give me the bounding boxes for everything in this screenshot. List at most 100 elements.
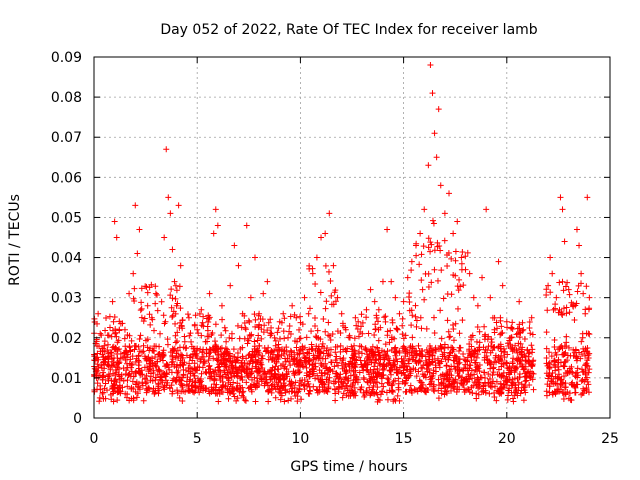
data-point [523, 373, 530, 380]
data-point [132, 358, 139, 365]
data-point [526, 324, 533, 331]
data-point [122, 390, 129, 397]
data-point [288, 388, 295, 395]
data-point [446, 366, 453, 373]
data-point [188, 343, 195, 350]
data-point [184, 311, 191, 318]
data-point [173, 287, 180, 294]
data-point [212, 321, 219, 328]
data-point [99, 373, 106, 380]
data-point [111, 381, 118, 388]
data-point [510, 355, 517, 362]
data-point [261, 322, 268, 329]
data-point [94, 380, 101, 387]
data-point [169, 349, 176, 356]
data-point [493, 397, 500, 404]
data-point [389, 388, 396, 395]
data-point [214, 357, 221, 364]
data-point [428, 378, 435, 385]
data-point [384, 328, 391, 335]
data-point [529, 331, 536, 338]
data-point [132, 202, 139, 209]
data-point [447, 387, 454, 394]
data-point [543, 360, 550, 367]
data-point [399, 359, 406, 366]
data-point [350, 390, 357, 397]
data-point [431, 247, 438, 254]
data-point [543, 286, 550, 293]
data-point [123, 360, 130, 367]
data-point [138, 299, 145, 306]
data-point [172, 295, 179, 302]
data-point [353, 376, 360, 383]
data-point [296, 356, 303, 363]
data-point [180, 361, 187, 368]
data-point [543, 388, 550, 395]
data-point [562, 391, 569, 398]
data-point [354, 326, 361, 333]
data-point [579, 376, 586, 383]
data-point [105, 356, 112, 363]
data-point [345, 377, 352, 384]
data-point [446, 334, 453, 341]
data-point [545, 282, 552, 289]
data-point [388, 382, 395, 389]
data-point [222, 371, 229, 378]
data-point [227, 358, 234, 365]
data-point [102, 380, 109, 387]
data-point [470, 294, 477, 301]
data-point [179, 398, 186, 405]
y-tick-label: 0.05 [51, 210, 82, 226]
data-point [141, 315, 148, 322]
data-point [263, 379, 270, 386]
data-point [210, 355, 217, 362]
data-point [239, 364, 246, 371]
data-point [116, 318, 123, 325]
data-point [549, 389, 556, 396]
data-point [586, 331, 593, 338]
data-point [163, 377, 170, 384]
data-point [489, 380, 496, 387]
data-point [327, 278, 334, 285]
data-point [552, 389, 559, 396]
data-point [214, 390, 221, 397]
data-point [461, 388, 468, 395]
data-point [372, 321, 379, 328]
data-point [183, 352, 190, 359]
data-point [351, 342, 358, 349]
data-point [446, 190, 453, 197]
data-point [132, 370, 139, 377]
data-point [296, 368, 303, 375]
data-point [167, 292, 174, 299]
data-point [517, 330, 524, 337]
data-point [142, 376, 149, 383]
data-point [423, 365, 430, 372]
data-point [585, 381, 592, 388]
data-point [500, 345, 507, 352]
data-point [193, 350, 200, 357]
data-point [363, 314, 370, 321]
data-point [415, 359, 422, 366]
data-point [455, 287, 462, 294]
data-point [114, 339, 121, 346]
data-point [456, 276, 463, 283]
data-point [164, 336, 171, 343]
data-point [307, 368, 314, 375]
data-point [582, 306, 589, 313]
data-point [393, 325, 400, 332]
data-point [221, 324, 228, 331]
data-point [317, 289, 324, 296]
data-point [298, 396, 305, 403]
data-point [426, 356, 433, 363]
data-point [322, 328, 329, 335]
data-point [333, 359, 340, 366]
data-point [335, 362, 342, 369]
data-point [387, 327, 394, 334]
data-point [273, 359, 280, 366]
data-point [520, 326, 527, 333]
data-point [369, 376, 376, 383]
data-point [506, 364, 513, 371]
data-point [373, 356, 380, 363]
data-point [307, 305, 314, 312]
data-point [198, 306, 205, 313]
